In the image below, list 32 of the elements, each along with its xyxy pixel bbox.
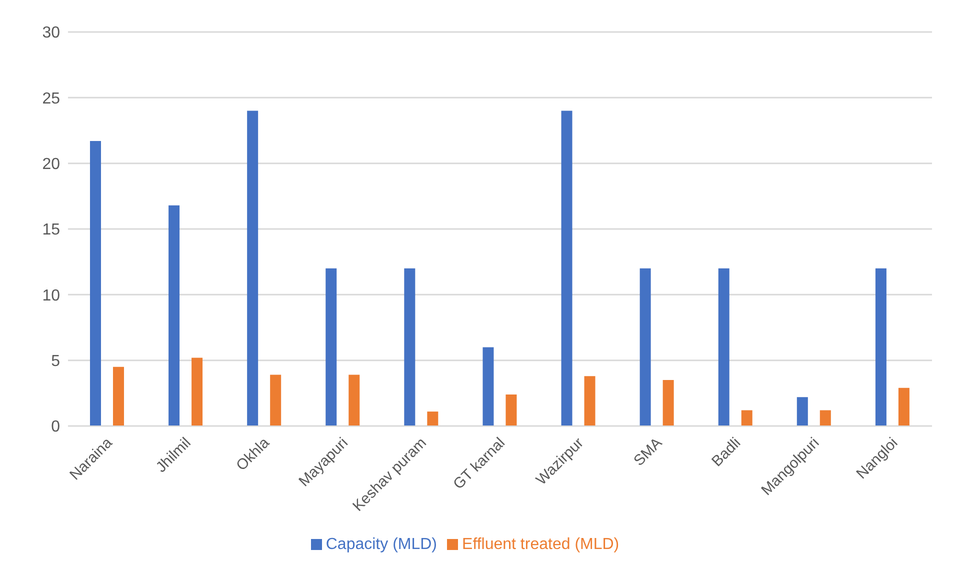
- bar: [584, 376, 596, 426]
- bar: [112, 366, 124, 426]
- bar: [741, 410, 752, 426]
- bar: [247, 110, 258, 426]
- bar: [270, 374, 282, 426]
- bar: [168, 205, 180, 426]
- bar: [506, 394, 517, 426]
- legend-label: Effluent treated (MLD): [462, 536, 620, 553]
- legend-label: Capacity (MLD): [326, 536, 438, 553]
- y-tick-label: 0: [51, 418, 60, 436]
- bar: [326, 268, 337, 426]
- bar: [662, 380, 674, 426]
- y-tick-label: 5: [51, 353, 60, 370]
- x-tick-label: SMA: [630, 434, 666, 470]
- bar: [898, 388, 910, 426]
- bar: [192, 358, 203, 426]
- bar: [875, 268, 886, 426]
- y-tick-label: 20: [42, 156, 60, 174]
- bar: [482, 347, 494, 426]
- bar: [348, 374, 360, 426]
- bar: [561, 110, 572, 426]
- bar: [640, 268, 651, 426]
- y-tick-label: 30: [42, 24, 60, 42]
- bar: [90, 141, 101, 426]
- y-tick-label: 15: [42, 222, 60, 239]
- bar: [404, 268, 416, 426]
- bar: [796, 397, 808, 426]
- y-tick-label: 10: [42, 287, 60, 304]
- y-tick-label: 25: [42, 90, 60, 108]
- bar: [820, 410, 831, 426]
- bar: [718, 268, 730, 426]
- bar: [427, 412, 438, 426]
